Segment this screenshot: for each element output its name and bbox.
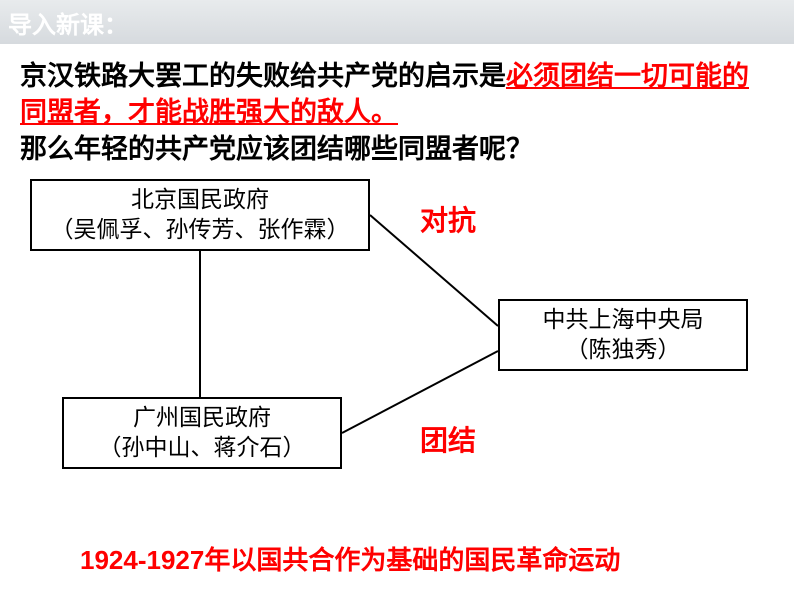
node-beijing: 北京国民政府 （吴佩孚、孙传芳、张作霖） <box>30 179 370 251</box>
relations-diagram: 北京国民政府 （吴佩孚、孙传芳、张作霖） 中共上海中央局 （陈独秀） 广州国民政… <box>0 171 794 511</box>
node-guangzhou-line2: （孙中山、蒋介石） <box>99 433 306 463</box>
node-zhonggong-line2: （陈独秀） <box>566 335 681 365</box>
node-zhonggong: 中共上海中央局 （陈独秀） <box>498 299 748 371</box>
intro-paragraph: 京汉铁路大罢工的失败给共产党的启示是必须团结一切可能的同盟者，才能战胜强大的敌人… <box>0 44 794 167</box>
edge-label-tuanjie: 团结 <box>420 419 476 459</box>
intro-line1-black: 京汉铁路大罢工的失败给共产党的启示是 <box>20 61 506 91</box>
header-title: 导入新课： <box>8 5 128 40</box>
header-bar: 导入新课： <box>0 0 794 44</box>
intro-line3: 那么年轻的共产党应该团结哪些同盟者呢？ <box>20 134 533 164</box>
footer-conclusion: 1924-1927年以国共合作为基础的国民革命运动 <box>80 540 620 577</box>
edge-label-duikang: 对抗 <box>420 199 476 239</box>
node-beijing-line1: 北京国民政府 <box>131 185 269 215</box>
node-guangzhou-line1: 广州国民政府 <box>133 403 271 433</box>
node-beijing-line2: （吴佩孚、孙传芳、张作霖） <box>51 215 350 245</box>
node-zhonggong-line1: 中共上海中央局 <box>543 305 704 335</box>
node-guangzhou: 广州国民政府 （孙中山、蒋介石） <box>62 397 342 469</box>
